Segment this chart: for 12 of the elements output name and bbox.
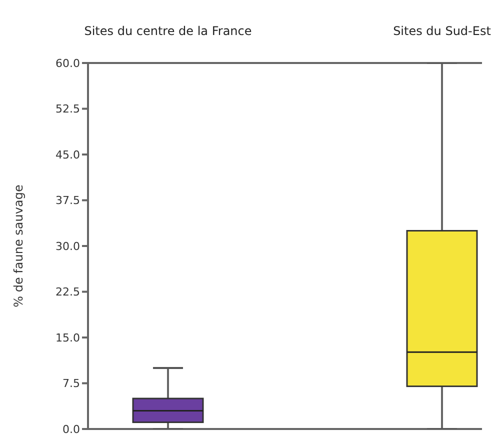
y-tick-label: 37.5 — [56, 194, 80, 208]
y-tick-label: 0.0 — [62, 422, 80, 436]
y-tick-label: 60.0 — [56, 56, 80, 70]
y-axis-title: % de faune sauvage — [11, 184, 26, 308]
y-tick-label: 22.5 — [56, 286, 80, 299]
y-tick-label: 7.5 — [62, 377, 80, 390]
y-tick-label: 15.0 — [56, 331, 80, 344]
y-tick-label: 45.0 — [56, 148, 80, 162]
y-tick-label: 52.5 — [56, 102, 80, 116]
y-tick-label: 30.0 — [56, 240, 80, 253]
x-tick-label: Sites du Sud-Est — [393, 24, 492, 38]
x-tick-label: Sites du centre de la France — [84, 24, 252, 38]
